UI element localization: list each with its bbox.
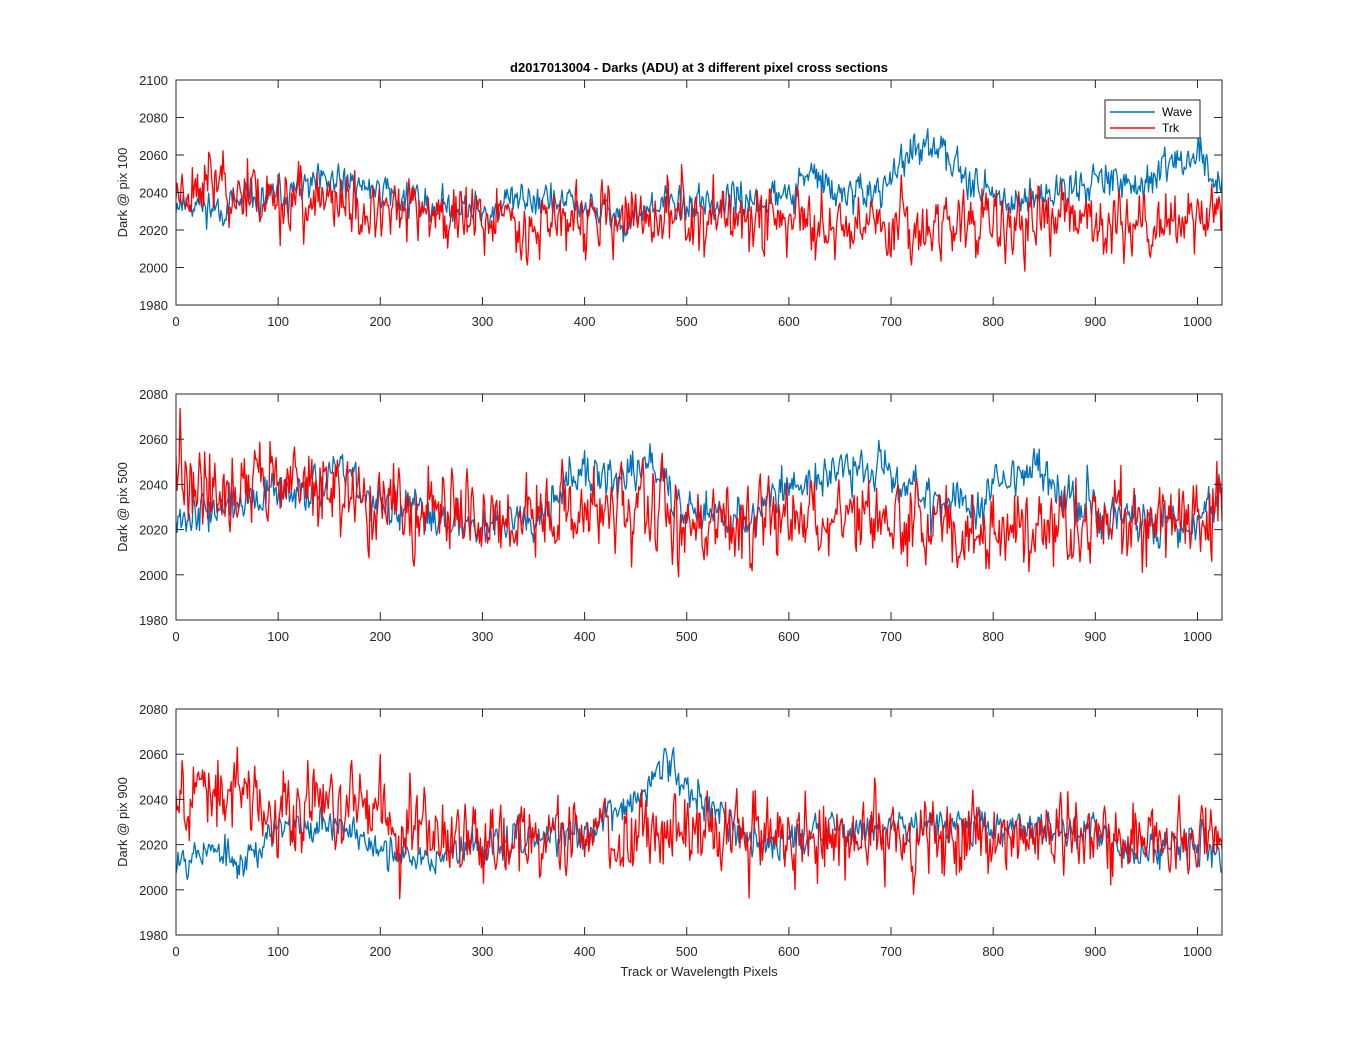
x-tick-label: 900 <box>1084 944 1106 959</box>
x-tick-label: 1000 <box>1183 629 1212 644</box>
y-axis-label: Dark @ pix 500 <box>115 462 130 552</box>
x-tick-label: 800 <box>982 944 1004 959</box>
legend-label-wave: Wave <box>1162 105 1193 119</box>
series-line-trk <box>176 150 1222 272</box>
subplot-pix-100: 0 100 200 300 400 500 600 700 800 900 1000 1980 2000… <box>115 73 1223 329</box>
x-tick-label: 200 <box>369 629 391 644</box>
x-tick-label: 0 <box>172 629 179 644</box>
x-tick-label: 200 <box>369 944 391 959</box>
axes-frame <box>175 393 1223 621</box>
x-tick-label: 600 <box>778 314 800 329</box>
axes-frame <box>175 708 1223 936</box>
x-tick-label: 400 <box>574 314 596 329</box>
y-tick-label: 2060 <box>139 148 168 163</box>
x-tick-label: 900 <box>1084 314 1106 329</box>
legend: Wave Trk <box>1104 99 1201 139</box>
x-tick-label: 100 <box>267 314 289 329</box>
series-line-wave <box>176 128 1222 243</box>
x-tick-label: 0 <box>172 944 179 959</box>
subplot-pix-500: 0 100 200 300 400 500 600 700 800 900 1000 1980 2000… <box>115 387 1223 644</box>
y-tick-label: 2040 <box>139 186 168 201</box>
y-axis-label: Dark @ pix 900 <box>115 777 130 867</box>
x-tick-label: 500 <box>676 314 698 329</box>
x-tick-label: 800 <box>982 314 1004 329</box>
x-tick-label: 700 <box>880 629 902 644</box>
y-tick-label: 2060 <box>139 747 168 762</box>
x-tick-label: 600 <box>778 944 800 959</box>
y-tick-label: 2000 <box>139 261 168 276</box>
x-tick-label: 600 <box>778 629 800 644</box>
y-tick-label: 2080 <box>139 702 168 717</box>
x-tick-label: 700 <box>880 314 902 329</box>
x-tick-label: 400 <box>574 944 596 959</box>
x-tick-label: 300 <box>472 944 494 959</box>
x-tick-label: 900 <box>1084 629 1106 644</box>
y-tick-label: 2040 <box>139 792 168 807</box>
x-tick-label: 300 <box>472 314 494 329</box>
series-line-trk <box>176 407 1222 578</box>
y-tick-label: 2080 <box>139 111 168 126</box>
x-tick-label: 100 <box>267 629 289 644</box>
y-tick-label: 2000 <box>139 883 168 898</box>
x-tick-label: 0 <box>172 314 179 329</box>
x-tick-label: 100 <box>267 944 289 959</box>
y-tick-label: 2020 <box>139 523 168 538</box>
subplot-pix-900: 0 100 200 300 400 500 600 700 800 900 1000 1980 2000… <box>115 702 1223 959</box>
x-tick-label: 200 <box>369 314 391 329</box>
y-tick-label: 1980 <box>139 928 168 943</box>
x-tick-label: 800 <box>982 629 1004 644</box>
legend-label-trk: Trk <box>1162 121 1180 135</box>
y-tick-label: 2080 <box>139 387 168 402</box>
y-tick-label: 2020 <box>139 838 168 853</box>
x-tick-label: 1000 <box>1183 944 1212 959</box>
y-tick-label: 2000 <box>139 568 168 583</box>
y-tick-label: 2040 <box>139 477 168 492</box>
series-line-trk <box>176 746 1222 900</box>
legend-box <box>1104 99 1201 139</box>
x-tick-label: 700 <box>880 944 902 959</box>
y-tick-label: 1980 <box>139 613 168 628</box>
x-tick-label: 400 <box>574 629 596 644</box>
x-tick-label: 500 <box>676 629 698 644</box>
y-axis-label: Dark @ pix 100 <box>115 148 130 238</box>
x-axis-label: Track or Wavelength Pixels <box>620 964 778 979</box>
y-tick-label: 2020 <box>139 223 168 238</box>
figure-title: d2017013004 - Darks (ADU) at 3 different… <box>510 60 888 75</box>
x-tick-label: 1000 <box>1183 314 1212 329</box>
x-tick-label: 500 <box>676 944 698 959</box>
y-tick-label: 2100 <box>139 73 168 88</box>
y-tick-label: 1980 <box>139 298 168 313</box>
y-tick-label: 2060 <box>139 432 168 447</box>
x-tick-label: 300 <box>472 629 494 644</box>
